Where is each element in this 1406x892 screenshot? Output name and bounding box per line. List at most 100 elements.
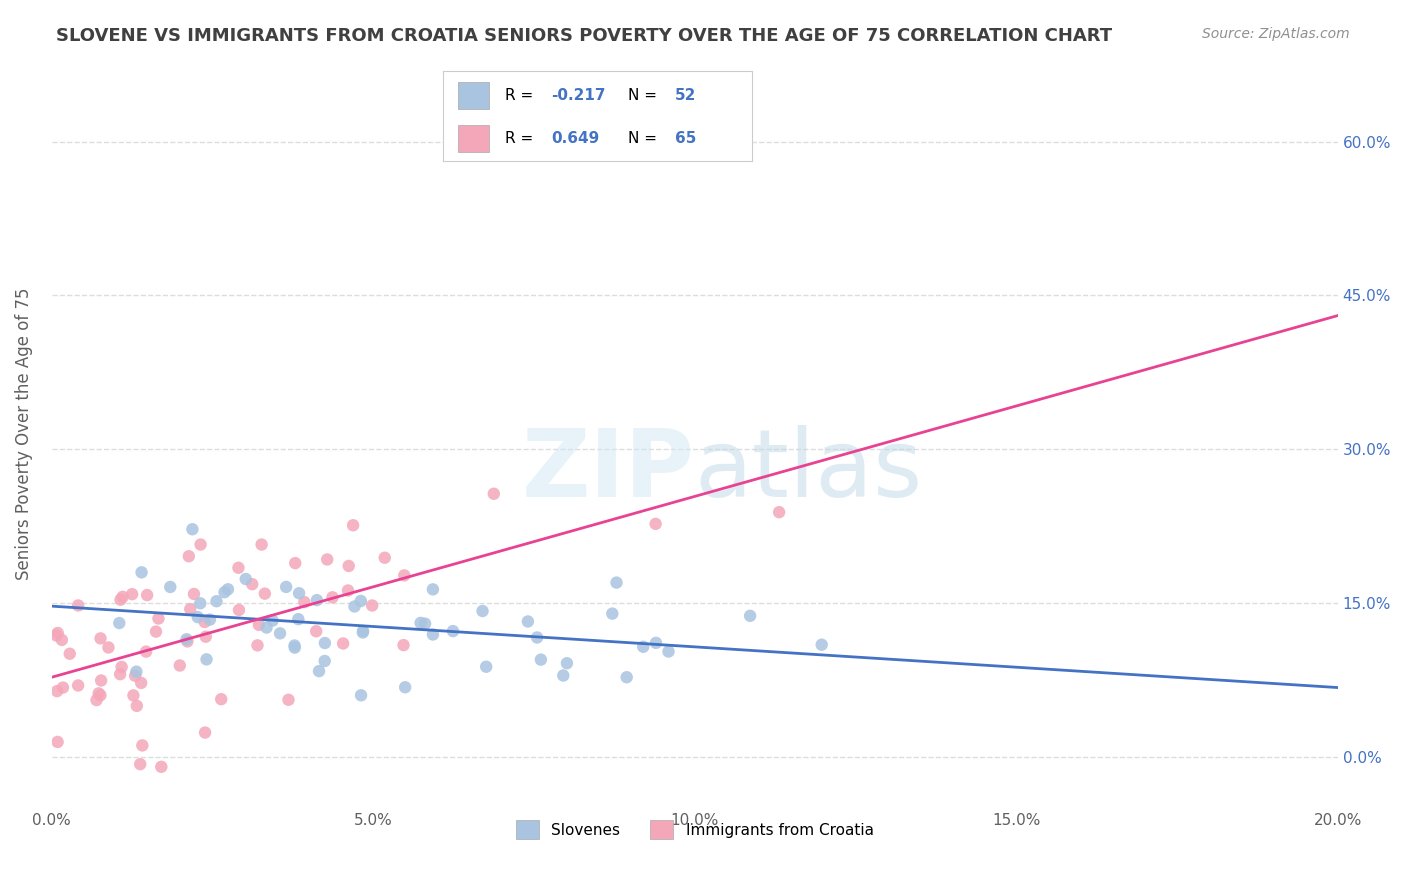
Slovenes xyxy=(350,594,373,608)
Immigrants from Croatia xyxy=(129,757,152,772)
Slovenes xyxy=(394,680,416,694)
Slovenes xyxy=(553,668,575,682)
Slovenes xyxy=(645,636,668,650)
Immigrants from Croatia xyxy=(392,638,415,652)
Slovenes xyxy=(276,580,298,594)
Immigrants from Croatia xyxy=(121,587,143,601)
Immigrants from Croatia xyxy=(228,561,250,575)
Slovenes xyxy=(530,652,553,666)
FancyBboxPatch shape xyxy=(458,82,489,109)
Immigrants from Croatia xyxy=(337,558,360,573)
Immigrants from Croatia xyxy=(52,681,75,695)
Immigrants from Croatia xyxy=(87,686,110,700)
Immigrants from Croatia xyxy=(374,550,396,565)
Immigrants from Croatia xyxy=(136,588,159,602)
Slovenes xyxy=(475,659,498,673)
Text: R =: R = xyxy=(505,88,538,103)
Slovenes xyxy=(314,654,336,668)
Immigrants from Croatia xyxy=(644,516,666,531)
Text: Source: ZipAtlas.com: Source: ZipAtlas.com xyxy=(1202,27,1350,41)
Immigrants from Croatia xyxy=(135,644,157,658)
Immigrants from Croatia xyxy=(277,692,299,706)
Immigrants from Croatia xyxy=(194,615,217,629)
Immigrants from Croatia xyxy=(768,505,790,519)
Immigrants from Croatia xyxy=(90,632,112,646)
Slovenes xyxy=(413,616,436,631)
Immigrants from Croatia xyxy=(284,556,307,570)
Immigrants from Croatia xyxy=(332,636,354,650)
Immigrants from Croatia xyxy=(46,735,69,749)
Slovenes xyxy=(262,614,284,628)
Text: atlas: atlas xyxy=(695,425,922,517)
Slovenes xyxy=(198,613,221,627)
Slovenes xyxy=(600,607,623,621)
Slovenes xyxy=(657,644,679,658)
Immigrants from Croatia xyxy=(228,603,250,617)
Immigrants from Croatia xyxy=(209,692,232,706)
Text: 52: 52 xyxy=(675,88,696,103)
Slovenes xyxy=(214,585,236,599)
Immigrants from Croatia xyxy=(145,624,167,639)
Immigrants from Croatia xyxy=(89,688,111,702)
Y-axis label: Seniors Poverty Over the Age of 75: Seniors Poverty Over the Age of 75 xyxy=(15,287,32,580)
Slovenes xyxy=(125,665,148,679)
Immigrants from Croatia xyxy=(129,676,152,690)
Immigrants from Croatia xyxy=(169,658,191,673)
Slovenes xyxy=(217,582,239,597)
Immigrants from Croatia xyxy=(305,624,328,639)
Slovenes xyxy=(235,572,257,586)
Slovenes xyxy=(516,615,538,629)
Text: N =: N = xyxy=(628,88,662,103)
Slovenes xyxy=(288,586,311,600)
Immigrants from Croatia xyxy=(176,634,198,648)
Slovenes xyxy=(181,522,204,536)
Immigrants from Croatia xyxy=(177,549,200,564)
Immigrants from Croatia xyxy=(240,577,263,591)
Immigrants from Croatia xyxy=(292,595,315,609)
Slovenes xyxy=(269,626,291,640)
Immigrants from Croatia xyxy=(246,638,269,652)
Slovenes xyxy=(350,688,373,702)
Immigrants from Croatia xyxy=(122,689,145,703)
Immigrants from Croatia xyxy=(253,587,276,601)
Slovenes xyxy=(308,664,330,678)
Immigrants from Croatia xyxy=(336,583,359,598)
Immigrants from Croatia xyxy=(108,667,131,681)
Slovenes xyxy=(287,612,309,626)
FancyBboxPatch shape xyxy=(458,125,489,152)
Immigrants from Croatia xyxy=(316,552,339,566)
Slovenes xyxy=(631,640,654,654)
Slovenes xyxy=(284,640,307,655)
Slovenes xyxy=(810,638,832,652)
Text: R =: R = xyxy=(505,131,538,145)
Text: 0.649: 0.649 xyxy=(551,131,599,145)
Slovenes xyxy=(176,632,198,647)
Slovenes xyxy=(305,593,328,607)
Immigrants from Croatia xyxy=(361,599,384,613)
Slovenes xyxy=(605,575,627,590)
Slovenes xyxy=(131,566,153,580)
Immigrants from Croatia xyxy=(59,647,82,661)
Immigrants from Croatia xyxy=(46,684,69,698)
Text: N =: N = xyxy=(628,131,662,145)
Immigrants from Croatia xyxy=(111,660,134,674)
Immigrants from Croatia xyxy=(90,673,112,688)
Slovenes xyxy=(205,594,228,608)
Slovenes xyxy=(352,625,374,640)
Immigrants from Croatia xyxy=(111,590,134,604)
Text: ZIP: ZIP xyxy=(522,425,695,517)
Text: SLOVENE VS IMMIGRANTS FROM CROATIA SENIORS POVERTY OVER THE AGE OF 75 CORRELATIO: SLOVENE VS IMMIGRANTS FROM CROATIA SENIO… xyxy=(56,27,1112,45)
Slovenes xyxy=(314,636,336,650)
Slovenes xyxy=(256,621,278,635)
Slovenes xyxy=(616,670,638,684)
Slovenes xyxy=(409,615,432,630)
Legend: Slovenes, Immigrants from Croatia: Slovenes, Immigrants from Croatia xyxy=(509,814,880,845)
Slovenes xyxy=(471,604,494,618)
Slovenes xyxy=(195,652,218,666)
Immigrants from Croatia xyxy=(131,739,153,753)
Immigrants from Croatia xyxy=(67,599,90,613)
Slovenes xyxy=(159,580,181,594)
Immigrants from Croatia xyxy=(125,698,148,713)
Slovenes xyxy=(343,599,366,614)
Immigrants from Croatia xyxy=(86,693,108,707)
